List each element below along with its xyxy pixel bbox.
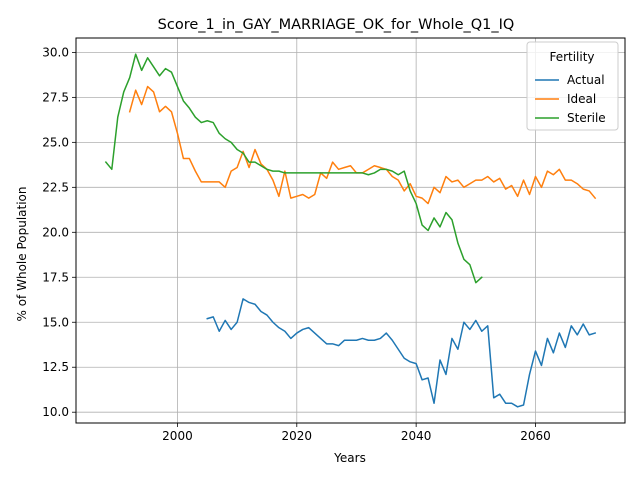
- legend-box: [526, 41, 619, 131]
- chart-title: Score_1_in_GAY_MARRIAGE_OK_for_Whole_Q1_…: [158, 17, 515, 33]
- y-tick-label: 10.0: [42, 405, 69, 419]
- y-tick-label: 25.0: [42, 135, 69, 149]
- y-axis-title: % of Whole Population: [15, 187, 29, 322]
- x-tick-label: 2060: [520, 429, 551, 443]
- y-tick-label: 12.5: [42, 360, 69, 374]
- x-tick-label: 2040: [401, 429, 432, 443]
- legend: Fertility Actual Ideal Sterile: [526, 41, 619, 131]
- y-tick-label: 30.0: [42, 45, 69, 59]
- plot-area-frame: [75, 37, 626, 424]
- y-tick-label: 22.5: [42, 180, 69, 194]
- legend-label-sterile: Sterile: [567, 111, 606, 125]
- y-tick-label: 20.0: [42, 225, 69, 239]
- legend-title: Fertility: [549, 50, 594, 64]
- x-tick-label: 2000: [162, 429, 193, 443]
- legend-label-ideal: Ideal: [567, 92, 596, 106]
- y-tick-label: 17.5: [42, 270, 69, 284]
- series-layer: [104, 53, 597, 408]
- ticks: 2000 2020 2040 2060 10.0 12.5 15.0 17.5 20.0 22.5…: [42, 45, 550, 443]
- series-line-sterile: [104, 53, 483, 284]
- series-line-actual: [206, 298, 597, 408]
- grid: [76, 38, 625, 423]
- x-tick-label: 2020: [282, 429, 313, 443]
- y-tick-label: 15.0: [42, 315, 69, 329]
- y-tick-label: 27.5: [42, 90, 69, 104]
- x-axis-title: Years: [333, 451, 366, 465]
- legend-label-actual: Actual: [567, 73, 605, 87]
